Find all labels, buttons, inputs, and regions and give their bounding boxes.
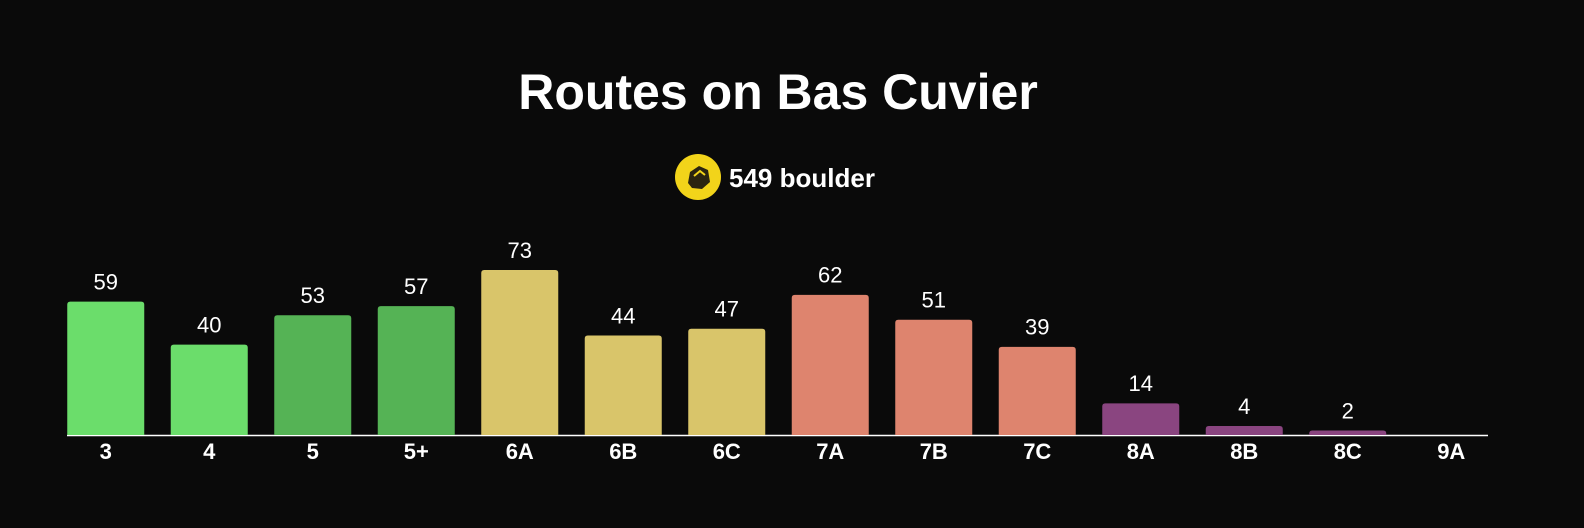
x-tick-label: 5+ [404, 439, 429, 464]
bar [791, 294, 869, 435]
x-tick-label: 6A [506, 439, 534, 464]
x-tick-label: 8C [1334, 439, 1362, 464]
bar [170, 344, 248, 435]
bar [1309, 430, 1387, 435]
value-label: 57 [404, 274, 428, 299]
x-tick-label: 7C [1023, 439, 1051, 464]
bar [481, 270, 559, 435]
x-tick-label: 9A [1437, 439, 1465, 464]
bar [688, 328, 766, 435]
bar [1205, 425, 1283, 435]
value-label: 73 [508, 238, 532, 263]
x-tick-label: 7B [920, 439, 948, 464]
x-tick-label: 8A [1127, 439, 1155, 464]
x-tick-label: 5 [307, 439, 319, 464]
value-label: 62 [818, 263, 842, 288]
subtitle: 549 boulder [729, 163, 875, 193]
x-tick-label: 4 [203, 439, 216, 464]
bar [377, 306, 455, 435]
x-tick-label: 3 [100, 439, 112, 464]
value-label: 4 [1238, 394, 1250, 419]
value-label: 51 [922, 288, 946, 313]
bar [895, 319, 973, 435]
x-tick-label: 6B [609, 439, 637, 464]
value-label: 40 [197, 312, 221, 337]
value-label: 14 [1129, 371, 1153, 396]
chart-title: Routes on Bas Cuvier [518, 64, 1038, 120]
value-label: 47 [715, 297, 739, 322]
bar [584, 335, 662, 435]
value-label: 59 [94, 269, 118, 294]
x-tick-label: 7A [816, 439, 844, 464]
value-label: 39 [1025, 315, 1049, 340]
value-label: 44 [611, 303, 635, 328]
x-tick-label: 6C [713, 439, 741, 464]
boulder-icon [675, 154, 721, 200]
bar [1102, 403, 1180, 435]
value-label: 53 [301, 283, 325, 308]
bar [67, 301, 145, 435]
bar [274, 315, 352, 435]
x-tick-label: 8B [1230, 439, 1258, 464]
bar [998, 346, 1076, 435]
value-label: 2 [1342, 398, 1354, 423]
